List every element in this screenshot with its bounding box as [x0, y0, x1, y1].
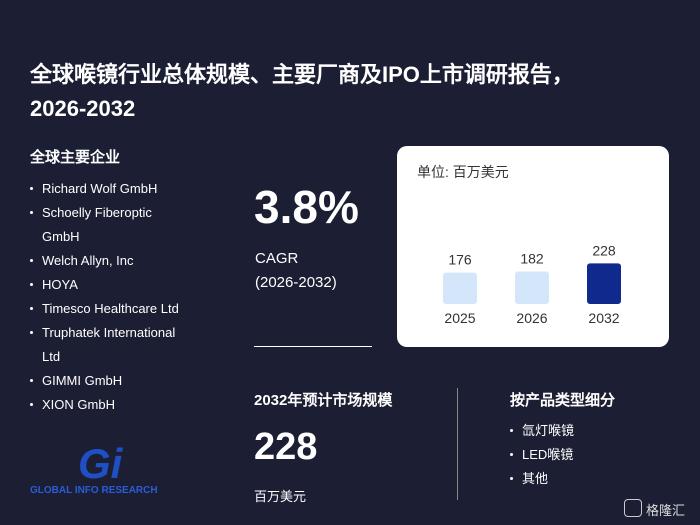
company: Richard Wolf GmbH [30, 177, 190, 201]
logo-text: GLOBAL INFO RESEARCH [30, 485, 158, 496]
company: XION GmbH [30, 393, 190, 417]
companies-heading: 全球主要企业 [30, 149, 121, 166]
bar [587, 263, 621, 304]
bar [515, 271, 549, 304]
company: GIMMI GmbH [30, 369, 190, 393]
category-label: 2025 [444, 310, 475, 326]
vertical-divider [457, 388, 458, 500]
companies-list: Richard Wolf GmbH Schoelly Fiberoptic Gmb… [30, 177, 190, 417]
divider [254, 346, 372, 347]
value-label: 182 [520, 251, 544, 267]
segment: 其他 [510, 467, 660, 491]
company: Timesco Healthcare Ltd [30, 297, 190, 321]
cagr-label: CAGR [255, 250, 299, 267]
chart-card: 单位: 百万美元 176 2025 182 2026 228 2032 [397, 146, 669, 347]
segments-heading: 按产品类型细分 [510, 392, 616, 409]
category-label: 2026 [516, 310, 547, 326]
logo-mark: Gi [78, 440, 123, 487]
company: Truphatek International Ltd [30, 321, 190, 369]
segments-list: 氙灯喉镜 LED喉镜 其他 [510, 419, 660, 491]
cagr-value: 3.8% [254, 181, 359, 233]
company: Schoelly Fiberoptic GmbH [30, 201, 190, 249]
company: HOYA [30, 273, 190, 297]
chart: 单位: 百万美元 176 2025 182 2026 228 2032 [417, 164, 621, 326]
source-text: 格隆汇 [646, 503, 686, 518]
segment: 氙灯喉镜 [510, 419, 660, 443]
cagr-period: (2026-2032) [255, 274, 337, 291]
market-unit: 百万美元 [254, 489, 307, 504]
category-label: 2032 [588, 310, 619, 326]
bar [443, 272, 477, 304]
company: Welch Allyn, Inc [30, 249, 190, 273]
unit-label: 单位: 百万美元 [417, 164, 509, 180]
segment: LED喉镜 [510, 443, 660, 467]
value-label: 176 [448, 252, 472, 268]
title: 全球喉镜行业总体规模、主要厂商及IPO上市调研报告，2026-2032 [30, 62, 574, 121]
market-heading: 2032年预计市场规模 [254, 392, 393, 409]
value-label: 228 [592, 242, 616, 258]
source-icon [624, 499, 642, 517]
market-value: 228 [254, 426, 318, 468]
